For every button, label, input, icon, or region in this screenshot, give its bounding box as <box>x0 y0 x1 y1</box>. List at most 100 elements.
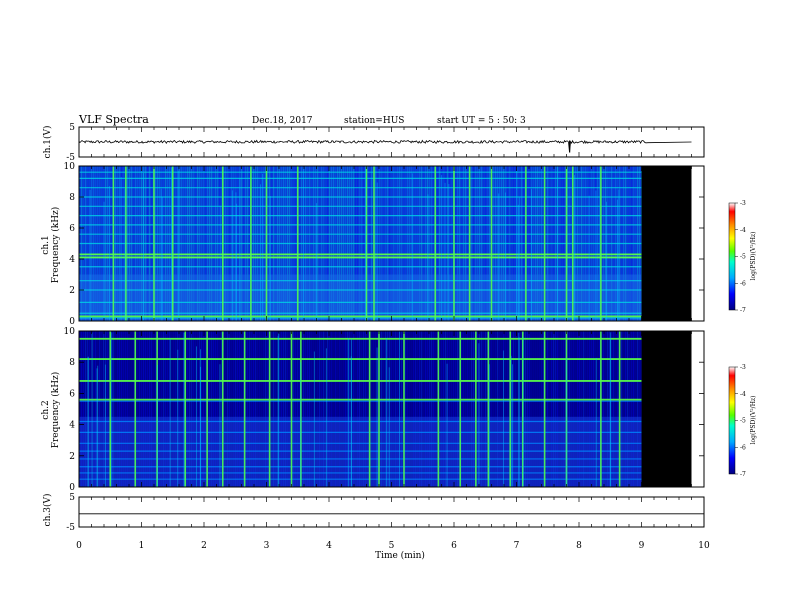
ch3-waveform-panel: 5 -5 <box>66 493 705 533</box>
noise-column <box>611 331 613 487</box>
noise-column <box>471 331 473 487</box>
noise-column <box>415 331 417 487</box>
noise-column <box>391 331 393 487</box>
x-tick-label: 2 <box>201 541 207 551</box>
noise-column <box>445 331 447 487</box>
noise-column <box>187 331 189 487</box>
noise-column <box>541 331 543 487</box>
noise-column <box>377 331 379 487</box>
ch1-waveform-line <box>78 139 692 153</box>
noise-column <box>613 331 615 487</box>
noise-column <box>299 331 301 487</box>
noise-column <box>241 331 243 487</box>
ch1-colorbar-label: log(PSD)(V²/Hz) <box>750 232 757 281</box>
noise-column <box>587 331 589 487</box>
noise-column <box>217 331 219 487</box>
noise-column <box>341 331 343 487</box>
noise-column <box>549 331 551 487</box>
header-station: station=HUS <box>344 116 404 126</box>
noise-column <box>333 331 335 487</box>
noise-column <box>507 331 509 487</box>
noise-column <box>237 331 239 487</box>
colorbar-tick-label: -6 <box>740 280 746 287</box>
noise-column <box>469 331 471 487</box>
noise-column <box>261 331 263 487</box>
noise-column <box>215 331 217 487</box>
y-tick-label: -5 <box>66 523 75 533</box>
noise-column <box>609 331 611 487</box>
noise-column <box>155 331 157 487</box>
noise-column <box>245 331 247 487</box>
noise-column <box>551 331 553 487</box>
colorbar-tick-label: -5 <box>740 418 746 425</box>
noise-column <box>385 331 387 487</box>
noise-column <box>465 331 467 487</box>
noise-column <box>191 331 193 487</box>
noise-column <box>461 331 463 487</box>
noise-column <box>561 331 563 487</box>
noise-column <box>85 331 87 487</box>
noise-column <box>595 331 597 487</box>
noise-column <box>579 331 581 487</box>
no-data-block <box>641 331 692 487</box>
noise-column <box>239 331 241 487</box>
noise-column <box>305 331 307 487</box>
x-tick-label: 7 <box>514 541 520 551</box>
noise-column <box>383 331 385 487</box>
noise-column <box>467 331 469 487</box>
noise-column <box>431 331 433 487</box>
ch1-waveform-panel: 5 -5 <box>66 123 705 163</box>
colorbar-tick-label: -4 <box>740 391 746 398</box>
noise-column <box>427 331 429 487</box>
noise-column <box>275 331 277 487</box>
noise-column <box>455 331 457 487</box>
noise-column <box>123 331 125 487</box>
noise-column <box>175 331 177 487</box>
noise-column <box>589 331 591 487</box>
y-tick-label: 10 <box>64 162 76 172</box>
noise-column <box>639 331 641 487</box>
noise-column <box>413 331 415 487</box>
noise-column <box>557 331 559 487</box>
noise-column <box>171 331 173 487</box>
noise-column <box>163 331 165 487</box>
noise-column <box>323 331 325 487</box>
noise-column <box>359 331 361 487</box>
y-tick-label: 4 <box>69 255 75 265</box>
noise-column <box>635 331 637 487</box>
noise-column <box>325 331 327 487</box>
noise-column <box>353 331 355 487</box>
noise-column <box>525 331 527 487</box>
noise-column <box>165 331 167 487</box>
y-tick-label: 8 <box>69 193 75 203</box>
noise-column <box>243 331 245 487</box>
colorbar-tick-label: -3 <box>740 364 746 371</box>
noise-column <box>517 331 519 487</box>
noise-column <box>441 331 443 487</box>
noise-column <box>137 331 139 487</box>
x-tick-label: 10 <box>698 541 710 551</box>
noise-column <box>263 331 265 487</box>
noise-column <box>571 331 573 487</box>
noise-column <box>119 331 121 487</box>
noise-column <box>623 331 625 487</box>
noise-column <box>375 331 377 487</box>
noise-column <box>515 331 517 487</box>
noise-column <box>311 331 313 487</box>
y-tick-label: 6 <box>69 389 75 399</box>
noise-column <box>139 331 141 487</box>
header-start-time: start UT = 5 : 50: 3 <box>437 116 526 126</box>
noise-column <box>395 331 397 487</box>
noise-column <box>477 331 479 487</box>
noise-column <box>527 331 529 487</box>
noise-column <box>499 331 501 487</box>
noise-column <box>419 331 421 487</box>
noise-column <box>603 331 605 487</box>
noise-column <box>287 331 289 487</box>
noise-column <box>95 331 97 487</box>
no-data-block <box>641 166 692 321</box>
noise-column <box>117 331 119 487</box>
noise-column <box>357 331 359 487</box>
noise-column <box>625 331 627 487</box>
noise-column <box>479 331 481 487</box>
